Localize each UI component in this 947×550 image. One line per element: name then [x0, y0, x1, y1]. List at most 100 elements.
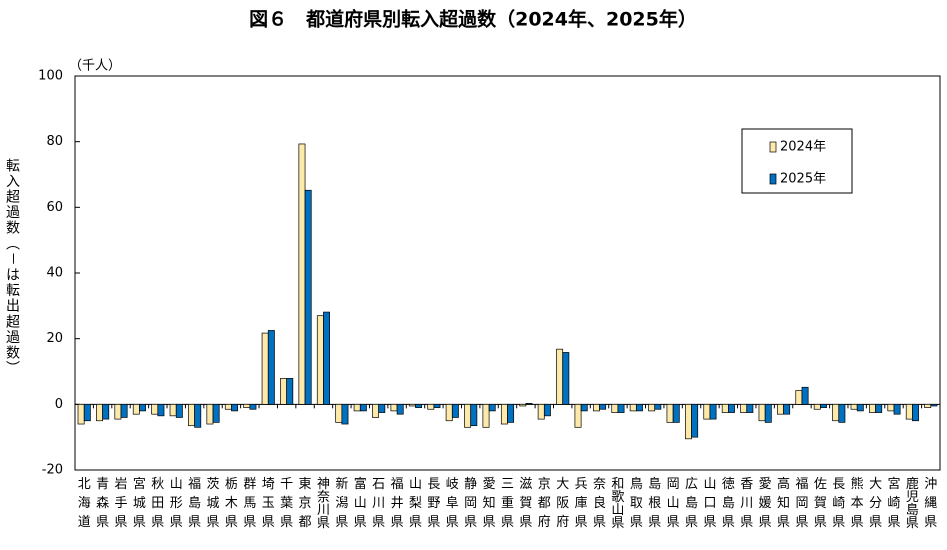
x-tick-label: 岩手県: [115, 477, 128, 530]
bar: [777, 403, 784, 415]
x-tick-label: 岡山県: [667, 477, 680, 530]
bar: [795, 390, 803, 405]
bar: [893, 403, 901, 415]
bar: [611, 403, 619, 413]
bar: [482, 403, 490, 428]
bar: [445, 403, 453, 422]
bar: [562, 352, 570, 405]
bar: [728, 403, 735, 413]
bar: [427, 403, 435, 410]
bar: [519, 403, 527, 407]
x-tick-label: 山梨県: [409, 477, 422, 530]
x-tick-label: 長野県: [427, 477, 440, 530]
bar: [175, 403, 183, 418]
x-tick-label: 広島県: [685, 477, 698, 530]
x-tick-label: 鳥取県: [630, 477, 643, 530]
bar: [525, 402, 533, 405]
bar: [390, 403, 398, 412]
y-axis-label: 転入超過数（－は転出超過数）: [4, 158, 20, 376]
bar: [912, 403, 919, 422]
x-tick-label: 大阪府: [556, 477, 569, 530]
bar: [341, 403, 349, 425]
bar: [629, 403, 637, 412]
bar: [574, 403, 582, 428]
bar: [758, 403, 766, 422]
bar: [132, 403, 140, 415]
y-tick-label: 20: [46, 331, 63, 346]
bar: [709, 403, 717, 420]
x-tick-label: 滋賀県: [519, 477, 532, 530]
x-tick-label: 宮城県: [133, 476, 146, 530]
bar: [537, 403, 545, 420]
bar: [470, 403, 478, 427]
bar: [433, 403, 441, 408]
x-tick-label: 奈良県: [593, 477, 606, 530]
bar: [801, 386, 809, 405]
bar: [359, 403, 367, 412]
bar: [335, 403, 343, 423]
bar: [703, 403, 711, 420]
x-tick-label: 石川県: [372, 477, 385, 530]
bar: [206, 403, 214, 425]
bar: [372, 403, 380, 418]
x-tick-label: 愛媛県: [759, 477, 772, 530]
x-tick-label: 茨城県: [207, 477, 220, 530]
x-tick-label: 千葉県: [280, 477, 293, 530]
bar: [286, 378, 294, 405]
bar: [151, 403, 159, 415]
x-tick-label: 鹿児島県: [906, 476, 919, 531]
x-tick-label: 埼玉県: [262, 477, 275, 530]
bar: [875, 403, 883, 413]
x-tick-label: 愛知県: [483, 477, 496, 530]
bar: [783, 403, 791, 415]
bar: [188, 403, 195, 427]
legend-swatch: [769, 173, 777, 185]
x-tick-label: 佐賀県: [814, 477, 827, 530]
x-tick-label: 青森県: [96, 477, 109, 530]
y-tick-label: 60: [46, 200, 63, 215]
bar: [617, 403, 625, 413]
x-tick-label: 熊本県: [851, 476, 864, 530]
bar: [684, 403, 692, 440]
bar: [887, 403, 895, 412]
bar: [212, 403, 220, 423]
x-tick-label: 岐阜県: [446, 477, 459, 530]
bar: [464, 403, 472, 428]
bar: [832, 403, 840, 422]
x-tick-label: 福島県: [188, 477, 201, 530]
x-tick-label: 静岡県: [464, 477, 477, 530]
x-tick-label: 島根県: [648, 477, 661, 530]
bar: [249, 403, 257, 410]
x-tick-label: 東京都: [299, 476, 312, 530]
bar: [924, 403, 932, 408]
bar: [96, 403, 103, 422]
x-tick-label: 香川県: [740, 477, 753, 530]
bar: [764, 403, 772, 423]
bar: [396, 403, 404, 415]
bar: [930, 403, 938, 407]
x-tick-label: 沖縄県: [924, 477, 937, 530]
y-tick-label: -20: [42, 463, 63, 478]
y-tick-label: 40: [46, 266, 63, 281]
x-tick-label: 福井県: [391, 477, 404, 530]
bar: [691, 403, 699, 438]
bar: [746, 403, 754, 413]
bar: [298, 143, 306, 405]
bar: [415, 403, 423, 408]
bar: [378, 403, 386, 413]
x-tick-label: 群馬県: [243, 477, 256, 530]
bar: [672, 403, 680, 423]
legend-swatch: [769, 141, 777, 153]
bar: [323, 311, 331, 405]
y-tick-label: 80: [46, 134, 63, 149]
bar: [114, 403, 122, 420]
x-tick-label: 宮崎県: [887, 476, 900, 530]
bar: [194, 403, 202, 428]
x-tick-label: 京都府: [538, 477, 551, 530]
bar: [507, 403, 515, 423]
bar: [231, 403, 238, 412]
bar: [280, 378, 287, 405]
bar: [224, 403, 232, 410]
bar: [102, 403, 110, 420]
